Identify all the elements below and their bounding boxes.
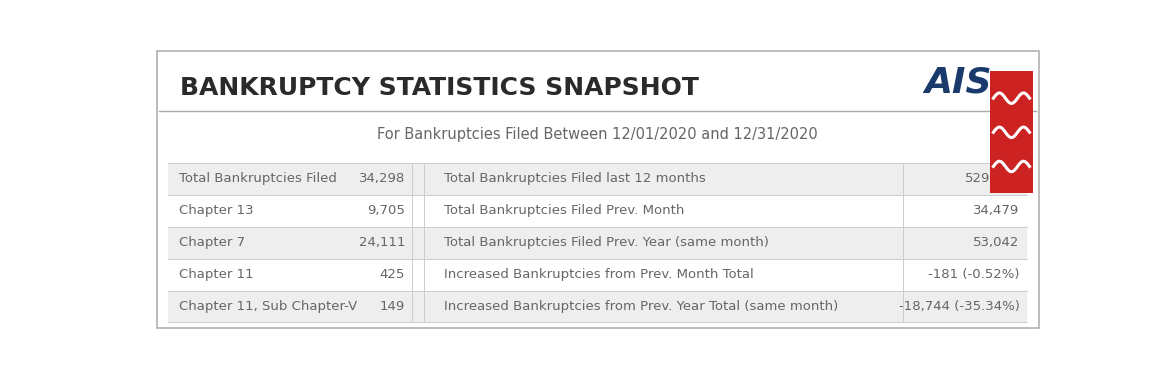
Text: Total Bankruptcies Filed Prev. Month: Total Bankruptcies Filed Prev. Month — [444, 204, 684, 217]
Text: Increased Bankruptcies from Prev. Month Total: Increased Bankruptcies from Prev. Month … — [444, 268, 753, 281]
Text: For Bankruptcies Filed Between 12/01/2020 and 12/31/2020: For Bankruptcies Filed Between 12/01/202… — [377, 127, 819, 141]
Text: AIS: AIS — [925, 66, 992, 100]
Text: 34,298: 34,298 — [359, 172, 405, 185]
Bar — [168, 195, 1027, 227]
Bar — [168, 291, 1027, 322]
Text: Increased Bankruptcies from Prev. Year Total (same month): Increased Bankruptcies from Prev. Year T… — [444, 300, 838, 313]
Text: Chapter 11: Chapter 11 — [180, 268, 254, 281]
Bar — [168, 227, 1027, 259]
Text: Chapter 13: Chapter 13 — [180, 204, 254, 217]
Text: 53,042: 53,042 — [974, 236, 1019, 249]
Text: Chapter 7: Chapter 7 — [180, 236, 245, 249]
Text: 529,085: 529,085 — [964, 172, 1019, 185]
Text: 425: 425 — [380, 268, 405, 281]
Bar — [168, 259, 1027, 291]
Text: Total Bankruptcies Filed: Total Bankruptcies Filed — [180, 172, 337, 185]
Text: -181 (-0.52%): -181 (-0.52%) — [928, 268, 1019, 281]
Text: Total Bankruptcies Filed Prev. Year (same month): Total Bankruptcies Filed Prev. Year (sam… — [444, 236, 768, 249]
Text: 149: 149 — [380, 300, 405, 313]
Text: Chapter 11, Sub Chapter-V: Chapter 11, Sub Chapter-V — [180, 300, 358, 313]
Text: Total Bankruptcies Filed last 12 months: Total Bankruptcies Filed last 12 months — [444, 172, 705, 185]
Bar — [168, 163, 1027, 195]
Text: 9,705: 9,705 — [367, 204, 405, 217]
Text: 24,111: 24,111 — [359, 236, 405, 249]
FancyBboxPatch shape — [156, 51, 1039, 328]
Bar — [990, 71, 1033, 193]
Text: 34,479: 34,479 — [974, 204, 1019, 217]
Text: BANKRUPTCY STATISTICS SNAPSHOT: BANKRUPTCY STATISTICS SNAPSHOT — [180, 76, 698, 100]
Text: -18,744 (-35.34%): -18,744 (-35.34%) — [899, 300, 1019, 313]
